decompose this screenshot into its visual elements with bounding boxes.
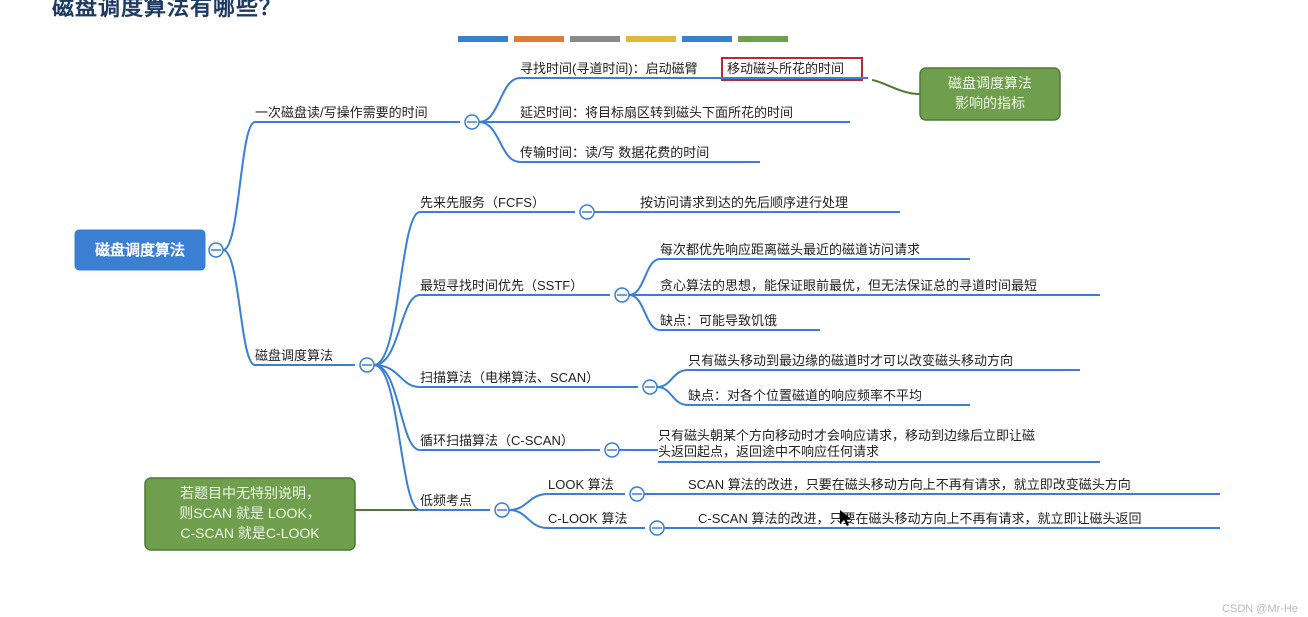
svg-text:贪心算法的思想，能保证眼前最优，但无法保证总的寻道时间最短: 贪心算法的思想，能保证眼前最优，但无法保证总的寻道时间最短 — [660, 278, 1037, 293]
page-title-fragment: 磁盘调度算法有哪些？ — [52, 0, 282, 22]
edge — [629, 295, 660, 330]
edge — [657, 370, 688, 387]
svg-text:缺点：可能导致饥饿: 缺点：可能导致饥饿 — [660, 313, 777, 328]
leaf-scan-2: 缺点：对各个位置磁道的响应频率不平均 — [688, 388, 970, 405]
svg-text:C-LOOK 算法: C-LOOK 算法 — [548, 511, 627, 526]
callout-influence: 磁盘调度算法 影响的指标 — [872, 68, 1060, 120]
svg-text:寻找时间(寻道时间)：启动磁臂: 寻找时间(寻道时间)：启动磁臂 — [520, 61, 698, 76]
node-look[interactable]: LOOK 算法 — [548, 477, 625, 494]
svg-text:扫描算法（电梯算法、SCAN）: 扫描算法（电梯算法、SCAN） — [420, 370, 599, 385]
svg-text:只有磁头朝某个方向移动时才会响应请求，移动到边缘后立即让磁: 只有磁头朝某个方向移动时才会响应请求，移动到边缘后立即让磁 头返回起点，返回途中… — [658, 428, 1039, 459]
svg-text:最短寻找时间优先（SSTF）: 最短寻找时间优先（SSTF） — [420, 278, 583, 293]
edge — [479, 122, 520, 162]
svg-text:循环扫描算法（C-SCAN）: 循环扫描算法（C-SCAN） — [420, 433, 574, 448]
edge — [223, 122, 255, 250]
svg-text:磁盘调度算法: 磁盘调度算法 — [948, 75, 1032, 91]
svg-text:只有磁头移动到最边缘的磁道时才可以改变磁头移动方向: 只有磁头移动到最边缘的磁道时才可以改变磁头移动方向 — [688, 353, 1013, 368]
edge — [223, 250, 255, 365]
node-clook[interactable]: C-LOOK 算法 — [548, 511, 645, 528]
edge — [629, 259, 660, 295]
leaf-sstf-3: 缺点：可能导致饥饿 — [660, 313, 820, 330]
root-node[interactable]: 磁盘调度算法 — [75, 230, 205, 270]
root-collapse-icon[interactable] — [209, 243, 223, 257]
svg-text:SCAN 算法的改进，只要在磁头移动方向上不再有请求，就立即: SCAN 算法的改进，只要在磁头移动方向上不再有请求，就立即改变磁头方向 — [688, 477, 1131, 492]
svg-text:若题目中无特别说明，: 若题目中无特别说明， — [180, 485, 320, 501]
svg-text:影响的指标: 影响的指标 — [955, 95, 1025, 111]
collapse-icon[interactable] — [495, 503, 509, 517]
leaf-look-desc: SCAN 算法的改进，只要在磁头移动方向上不再有请求，就立即改变磁头方向 — [688, 477, 1220, 494]
node-lowfreq[interactable]: 低频考点 — [420, 493, 490, 510]
collapse-icon[interactable] — [643, 380, 657, 394]
leaf-clook-desc: C-SCAN 算法的改进，只要在磁头移动方向上不再有请求，就立即让磁头返回 — [698, 511, 1220, 528]
collapse-icon[interactable] — [630, 487, 644, 501]
collapse-icon[interactable] — [650, 521, 664, 535]
svg-text:低频考点: 低频考点 — [420, 493, 472, 508]
svg-text:按访问请求到达的先后顺序进行处理: 按访问请求到达的先后顺序进行处理 — [640, 195, 848, 210]
svg-text:传输时间：读/写 数据花费的时间: 传输时间：读/写 数据花费的时间 — [520, 145, 709, 160]
leaf-sstf-2: 贪心算法的思想，能保证眼前最优，但无法保证总的寻道时间最短 — [660, 278, 1100, 295]
callout-note: 若题目中无特别说明， 则SCAN 就是 LOOK， C-SCAN 就是C-LOO… — [145, 478, 418, 550]
leaf-transfer-time: 传输时间：读/写 数据花费的时间 — [520, 145, 760, 162]
leaf-latency-time: 延迟时间：将目标扇区转到磁头下面所花的时间 — [520, 105, 850, 122]
collapse-icon[interactable] — [580, 205, 594, 219]
edge — [509, 510, 548, 528]
collapse-icon[interactable] — [360, 358, 374, 372]
svg-text:C-SCAN 就是C-LOOK: C-SCAN 就是C-LOOK — [180, 525, 320, 541]
svg-text:磁盘调度算法: 磁盘调度算法 — [255, 348, 333, 363]
leaf-seek-time: 寻找时间(寻道时间)：启动磁臂 移动磁头所花的时间 — [520, 58, 868, 80]
node-cscan[interactable]: 循环扫描算法（C-SCAN） — [420, 433, 600, 450]
svg-text:一次磁盘读/写操作需要的时间: 一次磁盘读/写操作需要的时间 — [255, 105, 428, 120]
svg-text:每次都优先响应距离磁头最近的磁道访问请求: 每次都优先响应距离磁头最近的磁道访问请求 — [660, 242, 920, 257]
svg-text:移动磁头所花的时间: 移动磁头所花的时间 — [727, 61, 844, 76]
watermark: CSDN @Mr-He — [1222, 603, 1298, 615]
edge — [657, 387, 688, 405]
leaf-cscan-desc: 只有磁头朝某个方向移动时才会响应请求，移动到边缘后立即让磁 头返回起点，返回途中… — [658, 428, 1100, 462]
svg-text:LOOK 算法: LOOK 算法 — [548, 477, 614, 492]
svg-text:先来先服务（FCFS）: 先来先服务（FCFS） — [420, 195, 545, 210]
svg-text:则SCAN 就是 LOOK，: 则SCAN 就是 LOOK， — [179, 505, 321, 521]
node-algorithms[interactable]: 磁盘调度算法 — [255, 348, 355, 365]
node-scan[interactable]: 扫描算法（电梯算法、SCAN） — [420, 370, 638, 387]
node-fcfs[interactable]: 先来先服务（FCFS） — [420, 195, 575, 212]
leaf-sstf-1: 每次都优先响应距离磁头最近的磁道访问请求 — [660, 242, 970, 259]
svg-text:延迟时间：将目标扇区转到磁头下面所花的时间: 延迟时间：将目标扇区转到磁头下面所花的时间 — [520, 105, 793, 120]
edge — [509, 494, 548, 510]
node-rw-time[interactable]: 一次磁盘读/写操作需要的时间 — [255, 105, 460, 122]
edge — [374, 212, 420, 365]
collapse-icon[interactable] — [465, 115, 479, 129]
svg-text:缺点：对各个位置磁道的响应频率不平均: 缺点：对各个位置磁道的响应频率不平均 — [688, 388, 922, 403]
collapse-icon[interactable] — [605, 443, 619, 457]
collapse-icon[interactable] — [615, 288, 629, 302]
node-sstf[interactable]: 最短寻找时间优先（SSTF） — [420, 278, 610, 295]
edge — [479, 78, 520, 122]
svg-text:C-SCAN 算法的改进，只要在磁头移动方向上不再有请求，就: C-SCAN 算法的改进，只要在磁头移动方向上不再有请求，就立即让磁头返回 — [698, 511, 1141, 526]
leaf-fcfs-desc: 按访问请求到达的先后顺序进行处理 — [640, 195, 900, 212]
edge — [374, 365, 420, 450]
leaf-scan-1: 只有磁头移动到最边缘的磁道时才可以改变磁头移动方向 — [688, 353, 1080, 370]
palette-strip — [458, 36, 788, 42]
mindmap-svg: 磁盘调度算法 一次磁盘读/写操作需要的时间 寻找时间(寻道时间)：启动磁臂 移动… — [0, 0, 1308, 617]
svg-text:磁盘调度算法: 磁盘调度算法 — [95, 241, 185, 259]
